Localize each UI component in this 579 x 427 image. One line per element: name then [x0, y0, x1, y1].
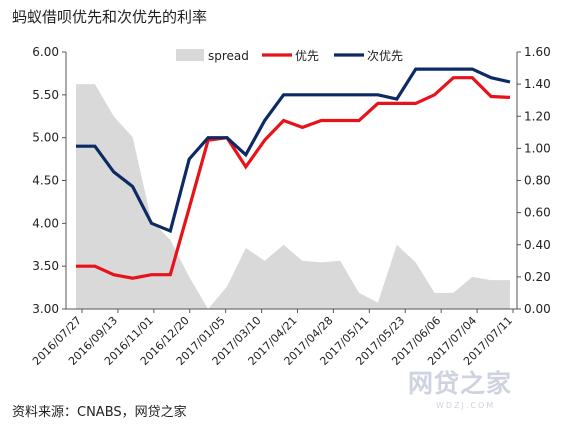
- right-tick-label: 1.20: [524, 109, 551, 123]
- chart-title: 蚂蚁借呗优先和次优先的利率: [12, 8, 208, 26]
- right-tick-label: 1.60: [524, 45, 551, 59]
- legend-swatch-spread: [176, 49, 204, 61]
- left-tick-label: 3.50: [32, 259, 59, 273]
- watermark-logo: 网贷之家: [408, 369, 513, 398]
- right-tick-label: 0.40: [524, 238, 551, 252]
- left-tick-label: 6.00: [32, 45, 59, 59]
- spread-area: [76, 84, 510, 309]
- subordinate-rate-line: [76, 67, 511, 234]
- right-tick-label: 0.60: [524, 206, 551, 220]
- left-tick-label: 3.00: [32, 302, 59, 316]
- right-tick-label: 1.00: [524, 141, 551, 155]
- right-tick-label: 0.80: [524, 174, 551, 188]
- plot-area: 3.00 3.50 4.00 4.50 5.00 5.50 6.00 0.00 0.20 0.40…: [30, 45, 551, 368]
- right-tick-label: 0.00: [524, 302, 551, 316]
- right-tick-label: 1.40: [524, 77, 551, 91]
- senior-rate-line: [76, 76, 511, 280]
- legend-label-subordinate: 次优先: [367, 49, 403, 63]
- right-tick-label: 0.20: [524, 270, 551, 284]
- left-tick-label: 4.50: [32, 174, 59, 188]
- left-tick-label: 4.00: [32, 216, 59, 230]
- legend-label-senior: 优先: [295, 49, 319, 63]
- legend-label-spread: spread: [208, 49, 249, 63]
- left-tick-label: 5.00: [32, 131, 59, 145]
- watermark-url: WDZJ.COM: [436, 401, 496, 410]
- source-note: 资料来源：CNABS，网贷之家: [12, 405, 187, 420]
- left-tick-label: 5.50: [32, 88, 59, 102]
